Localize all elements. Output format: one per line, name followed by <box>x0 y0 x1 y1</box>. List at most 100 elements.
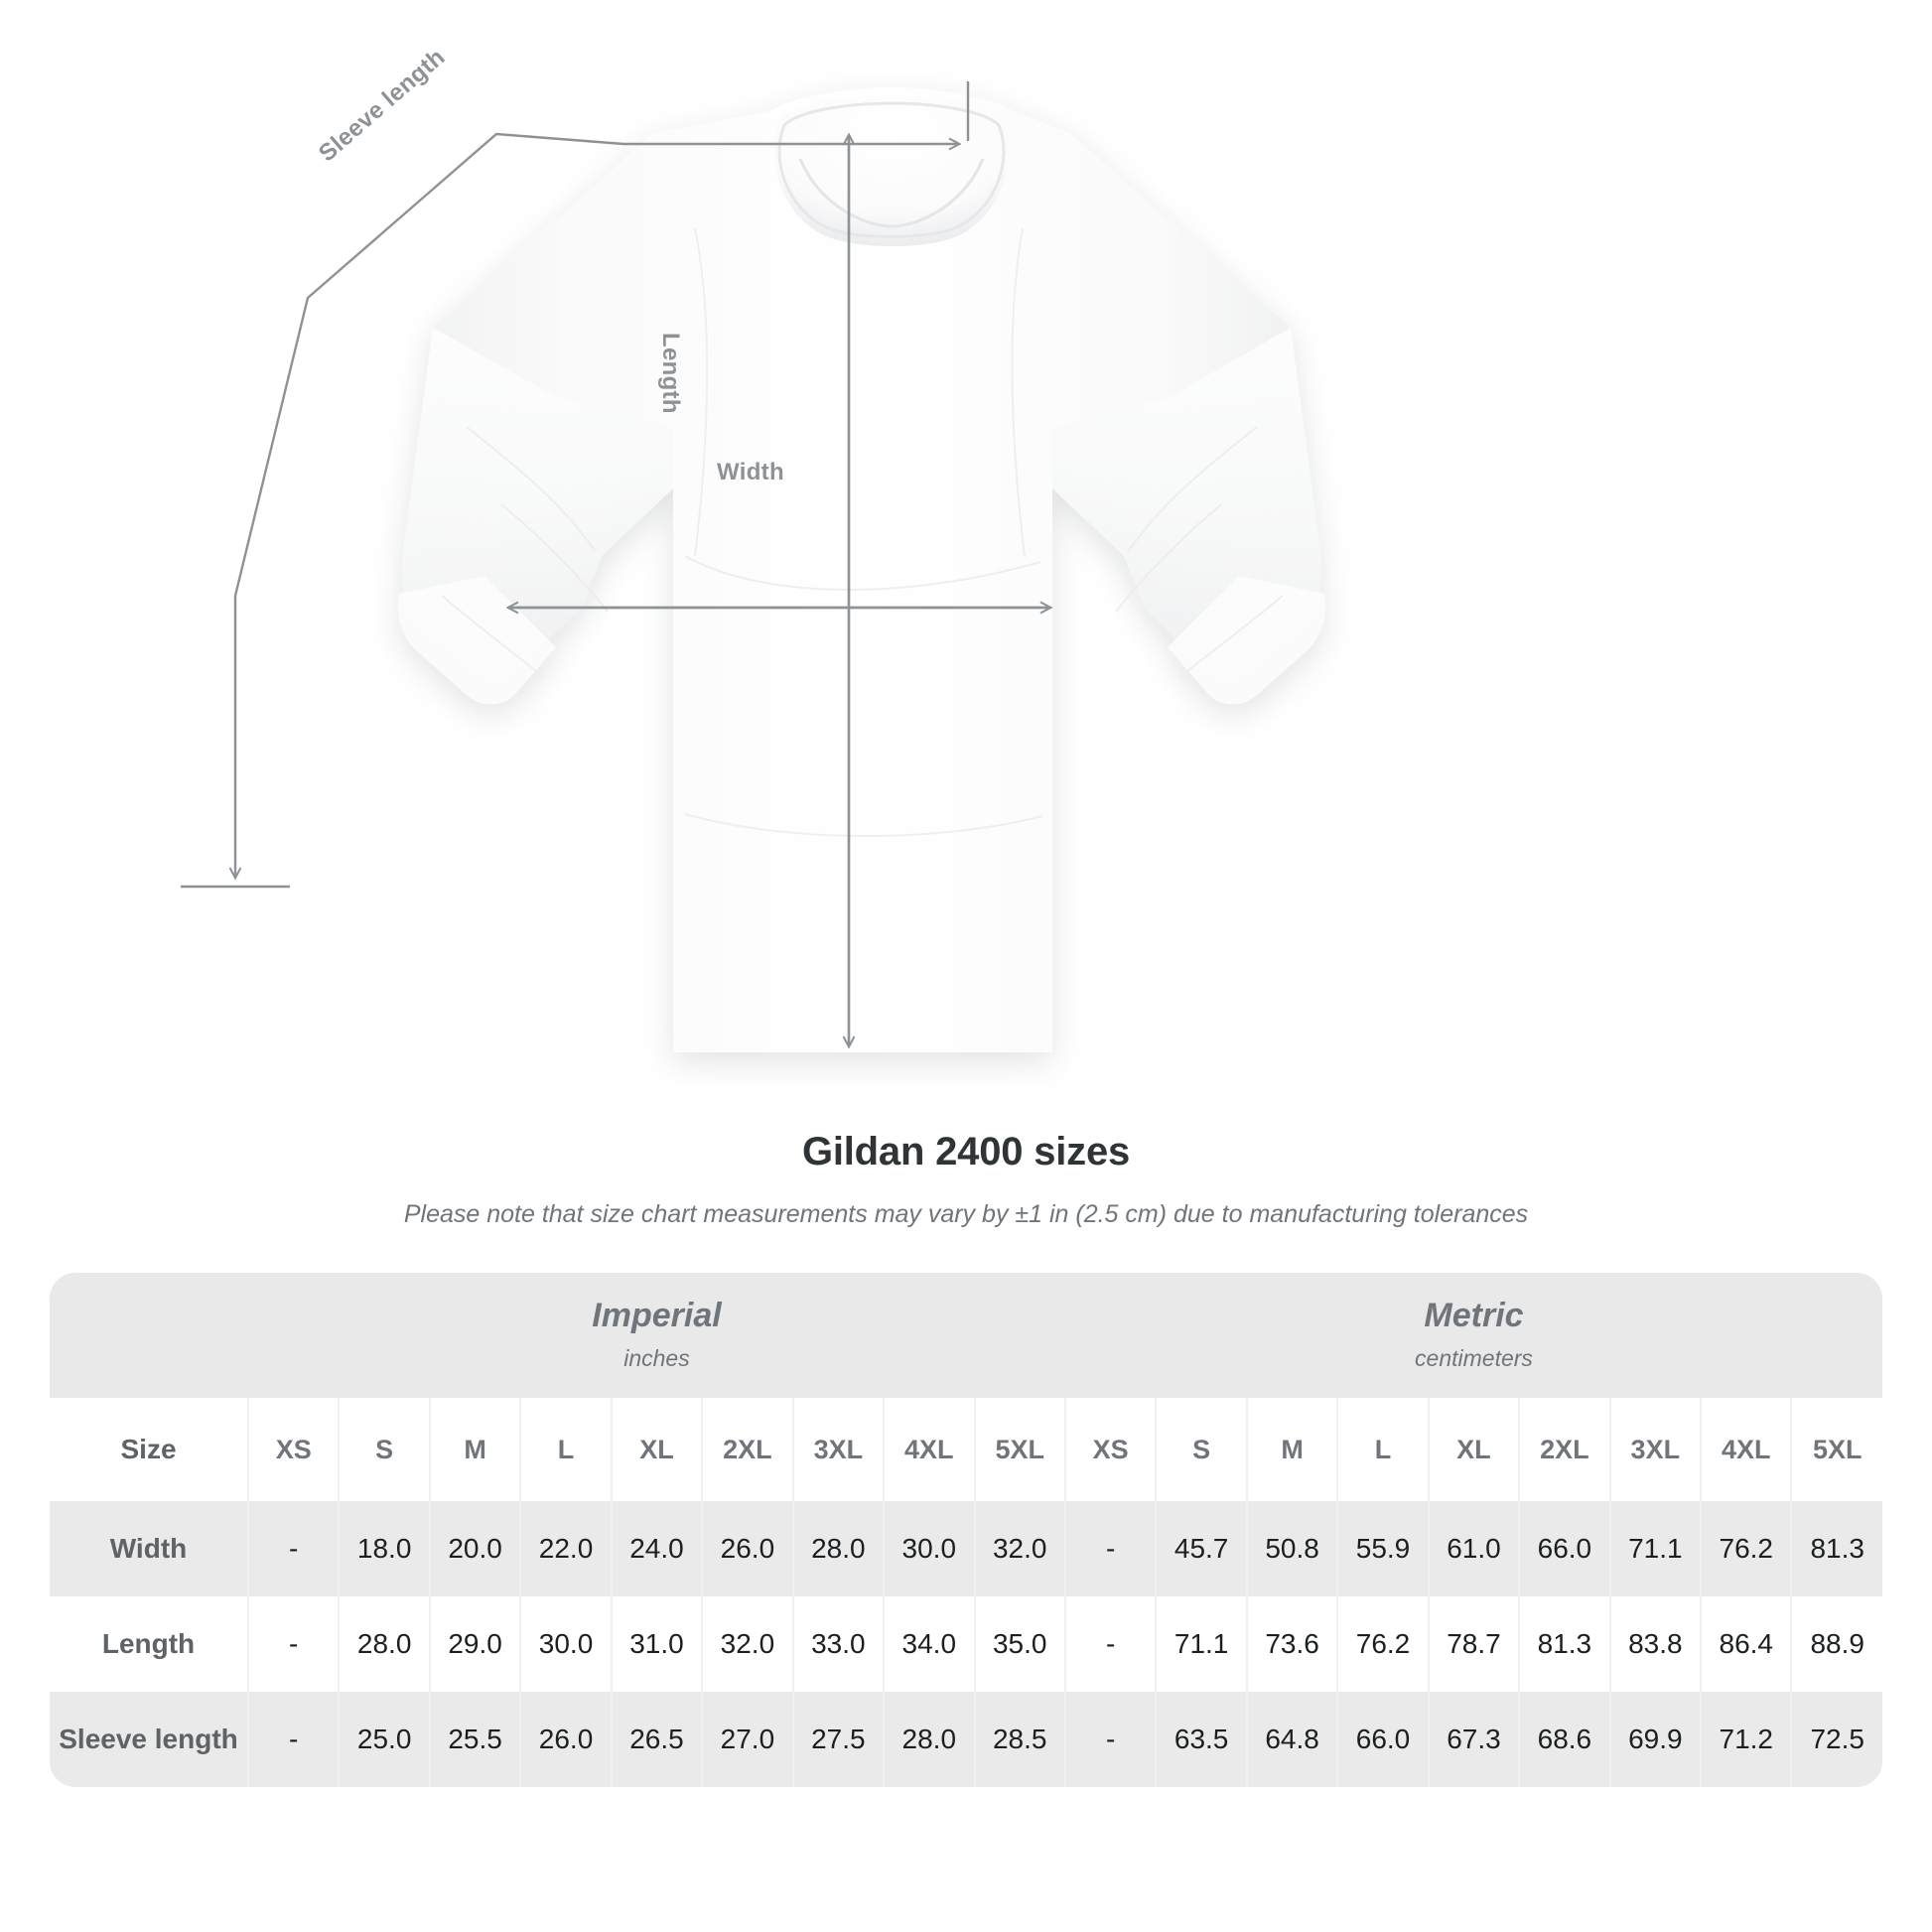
cell-width-m-metric: 50.8 <box>1246 1501 1339 1596</box>
table-row: Width -18.0 20.0 22.0 24.0 26.0 28.0 30.0 32.0-4… <box>50 1501 1882 1596</box>
cell-sleeve-length-5xl-imperial: 28.5 <box>974 1692 1066 1787</box>
size-header-xs-imperial: XS <box>248 1398 341 1501</box>
cell-sleeve-length-4xl-metric: 71.2 <box>1701 1692 1793 1787</box>
cell-sleeve-length-m-metric: 64.8 <box>1246 1692 1339 1787</box>
cell-length-l-imperial: 30.0 <box>520 1596 613 1692</box>
cell-sleeve-length-xs-metric: - <box>1064 1692 1158 1787</box>
cell-length-5xl-metric: 88.9 <box>1791 1596 1882 1692</box>
length-measure-label: Length <box>657 333 684 414</box>
size-header-xl-imperial: XL <box>611 1398 704 1501</box>
chart-title-block: Gildan 2400 sizes Please note that size … <box>0 1122 1932 1229</box>
size-header-xl-metric: XL <box>1428 1398 1521 1501</box>
cell-length-4xl-imperial: 34.0 <box>884 1596 976 1692</box>
unit-group-imperial: Imperial inches <box>248 1273 1065 1398</box>
size-header-m-imperial: M <box>429 1398 522 1501</box>
cell-width-4xl-metric: 76.2 <box>1701 1501 1793 1596</box>
cell-sleeve-length-3xl-imperial: 27.5 <box>792 1692 886 1787</box>
cell-length-xl-metric: 78.7 <box>1428 1596 1521 1692</box>
cell-length-m-imperial: 29.0 <box>429 1596 522 1692</box>
table-row: Length -28.0 29.0 30.0 31.0 32.0 33.0 34.0 35.0-… <box>50 1596 1882 1692</box>
cell-sleeve-length-4xl-imperial: 28.0 <box>884 1692 976 1787</box>
cell-sleeve-length-xl-imperial: 26.5 <box>611 1692 704 1787</box>
cell-length-xl-imperial: 31.0 <box>611 1596 704 1692</box>
size-header-3xl-imperial: 3XL <box>792 1398 886 1501</box>
cell-width-4xl-imperial: 30.0 <box>884 1501 976 1596</box>
cell-width-5xl-imperial: 32.0 <box>974 1501 1066 1596</box>
cell-width-2xl-imperial: 26.0 <box>702 1501 794 1596</box>
cell-width-5xl-metric: 81.3 <box>1791 1501 1882 1596</box>
size-header-4xl-metric: 4XL <box>1701 1398 1793 1501</box>
unit-group-name: Metric <box>1424 1296 1524 1334</box>
shirt-diagram-svg <box>181 81 1326 1052</box>
size-header-l-metric: L <box>1337 1398 1430 1501</box>
measurement-lines <box>181 81 1050 1046</box>
cell-width-xl-imperial: 24.0 <box>611 1501 704 1596</box>
shirt-body-shape <box>397 87 1326 1052</box>
size-header-5xl-imperial: 5XL <box>974 1398 1066 1501</box>
cell-sleeve-length-2xl-imperial: 27.0 <box>702 1692 794 1787</box>
size-header-3xl-metric: 3XL <box>1609 1398 1703 1501</box>
collar <box>773 95 1010 246</box>
cell-sleeve-length-l-metric: 66.0 <box>1337 1692 1430 1787</box>
size-chart-table: Imperial inches Metric centimeters Size XS S M L… <box>50 1273 1882 1787</box>
sleeve-length-diagonal <box>233 132 624 597</box>
cell-length-l-metric: 76.2 <box>1337 1596 1430 1692</box>
size-header-s-metric: S <box>1156 1398 1248 1501</box>
size-header-l-imperial: L <box>520 1398 613 1501</box>
cell-sleeve-length-3xl-metric: 69.9 <box>1609 1692 1703 1787</box>
cell-width-s-imperial: 18.0 <box>339 1501 431 1596</box>
cell-width-s-metric: 45.7 <box>1156 1501 1248 1596</box>
cell-width-xl-metric: 61.0 <box>1428 1501 1521 1596</box>
cell-width-2xl-metric: 66.0 <box>1519 1501 1611 1596</box>
cell-sleeve-length-l-imperial: 26.0 <box>520 1692 613 1787</box>
cell-width-m-imperial: 20.0 <box>429 1501 522 1596</box>
fabric-folds <box>441 227 1284 837</box>
cell-width-xs-metric: - <box>1064 1501 1158 1596</box>
table-row: Sleeve length -25.0 25.5 26.0 26.5 27.0 27.5 28… <box>50 1692 1882 1787</box>
page-title: Gildan 2400 sizes <box>801 1130 1131 1173</box>
cell-length-xs-imperial: - <box>248 1596 341 1692</box>
unit-group-header-row: Imperial inches Metric centimeters <box>50 1273 1882 1398</box>
cell-length-4xl-metric: 86.4 <box>1701 1596 1793 1692</box>
size-header-xs-metric: XS <box>1064 1398 1158 1501</box>
garment-illustration: Sleeve length Length Width <box>181 44 1326 1052</box>
cell-sleeve-length-s-metric: 63.5 <box>1156 1692 1248 1787</box>
row-header-length: Length <box>50 1596 249 1692</box>
cell-sleeve-length-xs-imperial: - <box>248 1692 341 1787</box>
cell-width-3xl-imperial: 28.0 <box>792 1501 886 1596</box>
cell-sleeve-length-xl-metric: 67.3 <box>1428 1692 1521 1787</box>
unit-group-subtitle: centimeters <box>1415 1345 1533 1372</box>
size-header-2xl-metric: 2XL <box>1519 1398 1611 1501</box>
size-header-s-imperial: S <box>339 1398 431 1501</box>
cell-sleeve-length-m-imperial: 25.5 <box>429 1692 522 1787</box>
size-header-row: Size XS S M L XL 2XL 3XL 4XL 5XL XS S M L XL 2XL 3XL 4XL 5… <box>50 1398 1882 1501</box>
cell-length-s-metric: 71.1 <box>1156 1596 1248 1692</box>
unit-group-subtitle: inches <box>623 1345 690 1372</box>
unit-group-name: Imperial <box>592 1296 722 1334</box>
size-header-4xl-imperial: 4XL <box>884 1398 976 1501</box>
size-column-header: Size <box>50 1398 249 1501</box>
cell-length-3xl-metric: 83.8 <box>1609 1596 1703 1692</box>
size-header-2xl-imperial: 2XL <box>702 1398 794 1501</box>
cell-sleeve-length-5xl-metric: 72.5 <box>1791 1692 1882 1787</box>
size-header-5xl-metric: 5XL <box>1791 1398 1882 1501</box>
cell-sleeve-length-2xl-metric: 68.6 <box>1519 1692 1611 1787</box>
size-header-m-metric: M <box>1246 1398 1339 1501</box>
cell-length-2xl-metric: 81.3 <box>1519 1596 1611 1692</box>
size-chart-table-wrapper: Imperial inches Metric centimeters Size XS S M L… <box>50 1273 1882 1787</box>
cell-sleeve-length-s-imperial: 25.0 <box>339 1692 431 1787</box>
row-header-sleeve-length: Sleeve length <box>50 1692 249 1787</box>
cell-length-m-metric: 73.6 <box>1246 1596 1339 1692</box>
cell-length-5xl-imperial: 35.0 <box>974 1596 1066 1692</box>
row-header-width: Width <box>50 1501 249 1596</box>
width-measure-label: Width <box>717 459 784 485</box>
cell-length-xs-metric: - <box>1064 1596 1158 1692</box>
cell-width-3xl-metric: 71.1 <box>1609 1501 1703 1596</box>
unit-group-metric: Metric centimeters <box>1064 1273 1882 1398</box>
cell-length-2xl-imperial: 32.0 <box>702 1596 794 1692</box>
cell-length-s-imperial: 28.0 <box>339 1596 431 1692</box>
tolerance-note: Please note that size chart measurements… <box>403 1200 1529 1228</box>
cell-width-l-imperial: 22.0 <box>520 1501 613 1596</box>
cell-length-3xl-imperial: 33.0 <box>792 1596 886 1692</box>
cell-width-xs-imperial: - <box>248 1501 341 1596</box>
